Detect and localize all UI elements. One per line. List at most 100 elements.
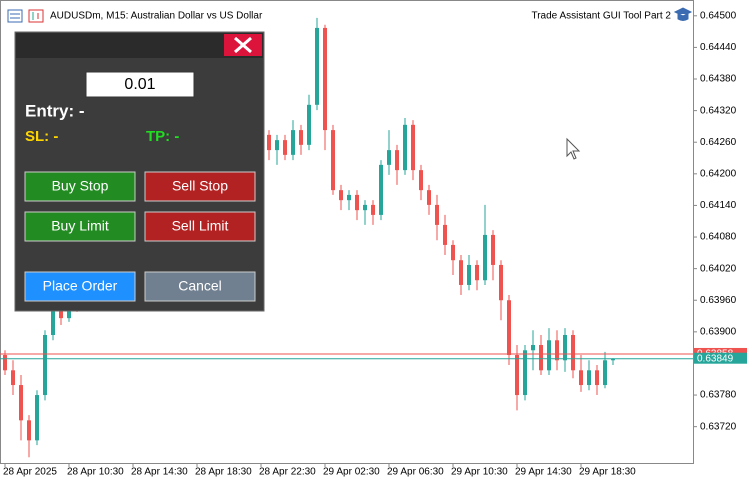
buy-stop-button[interactable] [24,171,136,202]
expert-name: Trade Assistant GUI Tool Part 2 [531,11,671,22]
candle-body [283,140,287,155]
candle-body [579,370,583,386]
button-label: Buy Stop [52,178,109,194]
x-tick-label: 28 Apr 18:30 [195,467,252,478]
y-tick-label: 0.64020 [700,263,737,274]
candle-body [27,420,31,441]
candle-body [3,355,7,371]
candle-body [267,134,271,151]
x-tick-label: 28 Apr 22:30 [259,467,316,478]
candle-body [291,130,295,155]
y-tick-label: 0.64500 [700,10,737,21]
bid-label: 0.63849 [697,353,734,364]
candle-body [475,264,479,281]
candle-body [35,395,39,441]
candle-body [531,345,535,351]
candle-body [323,27,327,131]
candle-body [571,335,575,371]
candle-body [339,190,343,201]
candle-body [547,340,551,371]
place-order-button[interactable] [24,271,136,302]
candle-body [443,224,447,245]
candle-body [51,310,55,336]
cancel-button[interactable] [144,271,256,302]
x-tick-label: 29 Apr 02:30 [323,467,380,478]
x-tick-label: 28 Apr 10:30 [67,467,124,478]
candle-body [419,170,423,191]
candle-body [515,355,519,396]
button-label: Cancel [178,278,222,294]
candle-body [11,370,15,386]
candle-body [331,130,335,191]
candle-body [403,124,407,171]
candle-body [19,385,23,421]
candle-body [563,335,567,361]
panel-header [16,33,263,58]
expert-icon [673,7,693,21]
candle-body [411,124,415,171]
candle-body [595,370,599,386]
y-tick-label: 0.64140 [700,200,737,211]
candle-body [507,300,511,356]
candle-body [611,358,615,361]
mouse-cursor [566,137,581,160]
y-tick-label: 0.64380 [700,74,737,85]
candle-body [275,140,279,151]
symbol-title: AUDUSDm, M15: Australian Dollar vs US Do… [50,11,263,22]
candle-body [299,130,303,145]
sl-label: SL: - [25,128,58,145]
candle-body [395,150,399,171]
candle-body [379,164,383,215]
y-tick-label: 0.64440 [700,42,737,53]
candle-body [363,204,367,211]
candle-body [523,350,527,396]
x-tick-label: 28 Apr 14:30 [131,467,188,478]
candle-body [603,360,607,386]
candle-body [555,340,559,361]
candle-body [43,335,47,396]
candle-body [539,345,543,371]
y-tick-label: 0.64260 [700,137,737,148]
candle-body [483,234,487,281]
y-tick-label: 0.64200 [700,168,737,179]
x-tick-label: 28 Apr 2025 [3,467,57,478]
candle-body [587,370,591,386]
menu-icon[interactable] [7,9,23,23]
top-left-icons [7,9,44,23]
candle-body [467,264,471,285]
sell-stop-button[interactable] [144,171,256,202]
candle-body [387,150,391,165]
x-tick-label: 29 Apr 18:30 [579,467,636,478]
candle-body [451,244,455,261]
lot-input[interactable] [85,71,195,98]
entry-label: Entry: - [25,101,85,120]
candle-body [371,204,375,215]
candle-body [59,310,63,319]
candle-body [347,194,351,201]
y-tick-label: 0.63720 [700,421,737,432]
button-label: Sell Limit [172,218,229,234]
candle-body [307,104,311,145]
x-tick-label: 29 Apr 06:30 [387,467,444,478]
chart-icon[interactable] [28,9,44,23]
button-label: Buy Limit [51,218,109,234]
bid-label-box [694,352,747,364]
candle-body [491,234,495,265]
sell-limit-button[interactable] [144,211,256,242]
trade-panel: 0.01 Entry: - SL: - TP: - Buy Stop Sell … [14,31,265,312]
lot-value: 0.01 [124,76,155,93]
y-tick-label: 0.63900 [700,326,737,337]
y-tick-label: 0.64320 [700,105,737,116]
candle-body [459,260,463,285]
candle-body [499,264,503,301]
candle-body [355,194,359,211]
button-label: Place Order [43,278,118,294]
close-icon [234,36,252,54]
y-tick-label: 0.63780 [700,390,737,401]
candle-body [427,190,431,205]
x-tick-label: 29 Apr 10:30 [451,467,508,478]
candle-body [315,27,319,105]
y-tick-label: 0.64080 [700,232,737,243]
buy-limit-button[interactable] [24,211,136,242]
